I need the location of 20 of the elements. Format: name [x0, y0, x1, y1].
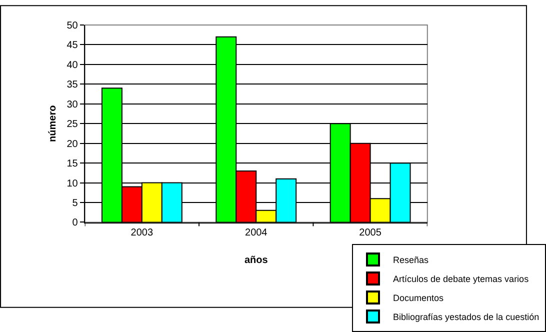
y-tick-label: 45 — [66, 40, 78, 52]
y-tick-label: 30 — [66, 99, 78, 110]
y-axis-title: número — [48, 105, 59, 142]
y-tick-label: 20 — [66, 138, 78, 150]
y-tick-label: 15 — [66, 158, 78, 170]
y-tick-label: 40 — [66, 60, 78, 71]
legend-label: Bibliografías yestados de la cuestión — [393, 312, 540, 322]
x-axis-title: años — [244, 254, 268, 266]
y-tick-label: 0 — [72, 218, 78, 229]
legend-label: Reseñas — [393, 255, 430, 266]
x-tick-label: 2003 — [130, 227, 154, 238]
legend-label: Documentos — [393, 293, 444, 304]
y-tick-label: 10 — [66, 178, 78, 190]
y-tick-label: 50 — [66, 20, 78, 32]
y-tick-label: 35 — [66, 80, 78, 91]
y-tick-label: 25 — [66, 119, 78, 130]
y-tick-label: 5 — [72, 198, 78, 210]
legend-label: Artículos de debate ytemas varios — [393, 274, 530, 284]
x-tick-label: 2005 — [359, 227, 382, 238]
x-tick-label: 2004 — [245, 227, 268, 238]
